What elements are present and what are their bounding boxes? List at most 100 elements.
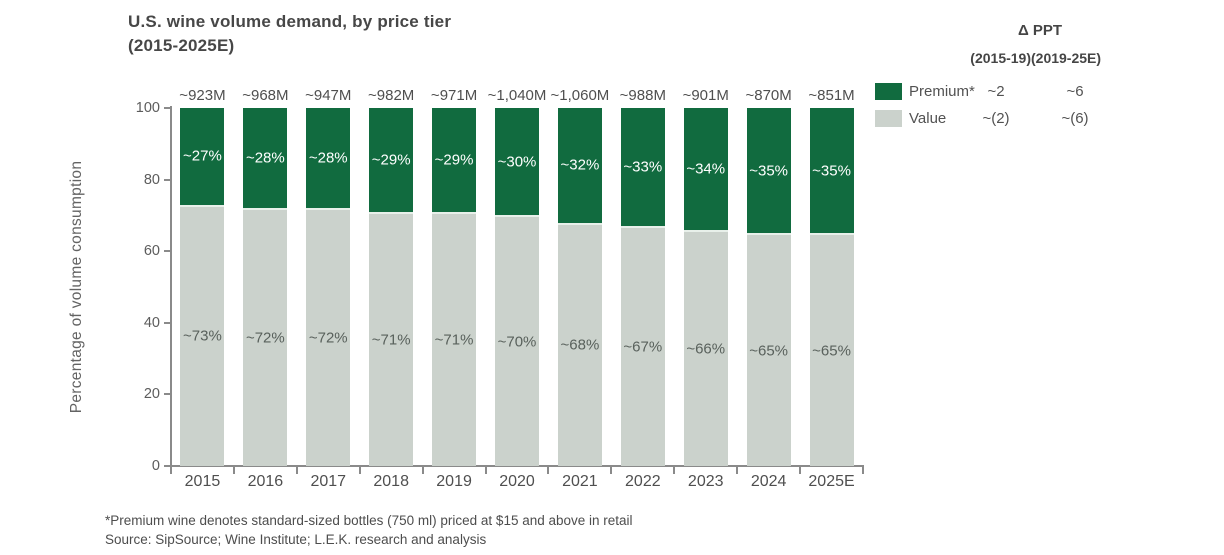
premium-segment-label: ~30% (497, 153, 537, 171)
x-axis-tickmark (673, 466, 676, 474)
total-volume-label: ~923M (179, 87, 226, 104)
x-axis-category-label: 2022 (625, 473, 661, 490)
premium-segment: ~28% (243, 108, 288, 209)
x-axis-tickmark (610, 466, 613, 474)
premium-segment: ~30% (495, 108, 539, 216)
y-axis-tickmark (164, 107, 171, 109)
total-volume-label: ~988M (619, 87, 666, 104)
legend-label-value: Value (909, 110, 947, 127)
value-segment-label: ~72% (245, 329, 285, 347)
premium-segment: ~29% (369, 108, 414, 212)
page-title: U.S. wine volume demand, by price tier (… (128, 10, 451, 58)
premium-segment: ~33% (620, 108, 665, 227)
premium-segment: ~32% (557, 108, 602, 223)
footnote-premium-definition: *Premium wine denotes standard-sized bot… (105, 513, 633, 528)
total-volume-label: ~851M (808, 87, 855, 104)
legend-item-premium: Premium* (875, 78, 975, 105)
value-segment-label: ~68% (560, 336, 600, 354)
total-volume-label: ~1,060M (550, 87, 610, 104)
delta-premium-col1: ~2 (987, 83, 1005, 100)
x-axis-category-label: 2021 (562, 473, 598, 490)
value-segment: ~65% (809, 233, 854, 466)
x-axis-tickmark (862, 466, 864, 474)
y-axis-tickmark (164, 250, 171, 253)
y-axis-tick-label: 80 (143, 171, 160, 188)
x-axis-category-label: 2016 (247, 473, 284, 490)
total-volume-label: ~870M (745, 87, 792, 104)
delta-premium-col2: ~6 (1066, 83, 1084, 100)
y-axis-line (170, 106, 172, 466)
premium-segment: ~35% (809, 108, 854, 234)
premium-segment-label: ~29% (371, 151, 411, 169)
x-axis-tickmark (421, 466, 424, 474)
title-line-2: (2015-2025E) (128, 36, 235, 55)
y-axis-tick-label: 40 (143, 314, 160, 331)
premium-segment: ~34% (683, 108, 728, 230)
legend-item-value: Value (875, 105, 961, 132)
value-segment: ~73% (180, 204, 225, 466)
x-axis-tickmark (232, 466, 235, 474)
premium-segment-label: ~34% (686, 160, 726, 178)
premium-segment: ~35% (746, 108, 791, 234)
premium-swatch-icon (875, 83, 902, 100)
x-axis-tickmark (358, 466, 361, 474)
delta-value-col2: ~(6) (1061, 110, 1089, 127)
delta-col2-header: (2019-25E) (1031, 50, 1102, 66)
value-segment: ~66% (683, 229, 728, 466)
total-volume-label: ~968M (242, 87, 289, 104)
value-segment-label: ~67% (623, 338, 663, 356)
value-segment-label: ~66% (686, 340, 726, 358)
x-axis-category-label: 2019 (436, 473, 472, 490)
value-segment: ~72% (243, 208, 288, 466)
delta-ppt-table: Δ PPT (2015-19) (2019-25E) Premium* ~2 ~… (875, 20, 1119, 132)
premium-segment-label: ~32% (560, 156, 600, 174)
x-axis-category-label: 2024 (750, 473, 787, 490)
y-axis-tick-label: 0 (151, 458, 160, 474)
y-axis-tick-label: 20 (143, 386, 160, 403)
value-segment: ~68% (557, 222, 602, 466)
value-segment-label: ~73% (183, 327, 222, 345)
legend-label-premium: Premium* (909, 83, 975, 100)
premium-segment: ~27% (180, 108, 225, 205)
y-axis-tick-label: 100 (135, 100, 160, 116)
value-segment-label: ~72% (308, 329, 348, 347)
total-volume-label: ~971M (430, 87, 478, 104)
premium-segment-label: ~29% (434, 151, 474, 169)
value-segment: ~72% (306, 208, 351, 466)
total-volume-label: ~947M (305, 87, 352, 104)
premium-segment-label: ~35% (812, 162, 851, 180)
premium-segment-label: ~28% (308, 149, 348, 167)
x-axis-category-label: 2025E (808, 473, 855, 490)
premium-segment: ~28% (306, 108, 351, 209)
total-volume-label: ~1,040M (487, 87, 547, 104)
premium-segment-label: ~35% (749, 162, 789, 180)
x-axis-category-label: 2017 (310, 473, 347, 490)
x-axis-tickmark (736, 466, 739, 474)
value-segment: ~67% (620, 226, 665, 466)
value-segment-label: ~71% (371, 331, 411, 349)
footnotes: *Premium wine denotes standard-sized bot… (105, 512, 633, 549)
x-axis-line (170, 465, 864, 467)
footnote-source: Source: SipSource; Wine Institute; L.E.K… (105, 531, 487, 547)
x-axis-tickmark (484, 466, 487, 474)
y-axis-tickmark (164, 321, 171, 324)
delta-col1-header: (2015-19) (970, 50, 1031, 66)
value-segment-label: ~70% (497, 333, 537, 351)
x-axis-category-label: 2020 (499, 473, 535, 490)
premium-segment-label: ~27% (183, 147, 222, 165)
value-segment: ~71% (432, 211, 477, 466)
y-axis-tickmark (164, 393, 171, 396)
y-axis-tickmark (164, 465, 171, 467)
delta-ppt-header: Δ PPT (1017, 22, 1063, 39)
x-axis-tickmark (547, 466, 550, 474)
y-axis-tick-label: 60 (143, 243, 160, 260)
value-segment-label: ~65% (812, 342, 851, 360)
premium-segment-label: ~28% (245, 149, 285, 167)
y-axis-tickmark (164, 178, 171, 181)
value-swatch-icon (875, 110, 902, 127)
value-segment: ~71% (369, 211, 414, 466)
value-segment: ~70% (495, 215, 539, 466)
x-axis-category-label: 2023 (687, 473, 724, 490)
